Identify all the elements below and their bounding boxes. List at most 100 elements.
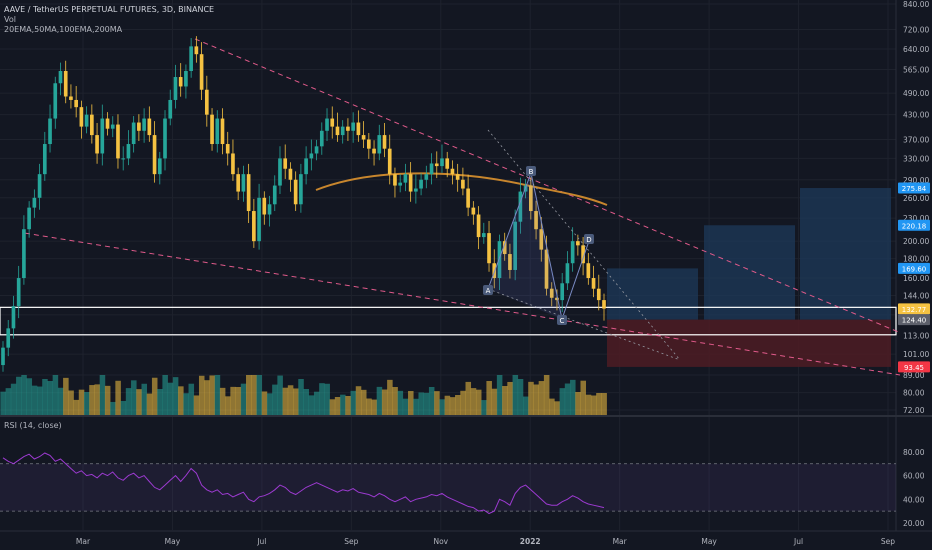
volume-bar bbox=[167, 382, 174, 415]
volume-bar bbox=[57, 387, 64, 415]
candle-body bbox=[299, 174, 303, 205]
price-tick-label: 490.00 bbox=[903, 89, 929, 98]
symbol-legend[interactable]: AAVE / TetherUS PERPETUAL FUTURES, 3D, B… bbox=[4, 4, 214, 15]
volume-bar bbox=[590, 395, 597, 415]
candle-body bbox=[440, 158, 444, 167]
price-axis[interactable]: 840.00 720.00 640.00 565.00 490.00 430.00 370.… bbox=[898, 0, 930, 528]
candle-body bbox=[225, 144, 230, 154]
candle-body bbox=[105, 118, 110, 129]
candle-body bbox=[487, 233, 491, 264]
candle-body bbox=[95, 135, 99, 154]
price-tag-label: 275.84 bbox=[902, 185, 927, 193]
volume-bar bbox=[340, 394, 346, 415]
price-tag-label: 169.60 bbox=[902, 265, 927, 273]
price-tick-label: 370.00 bbox=[903, 135, 929, 144]
candle-body bbox=[163, 118, 167, 159]
volume-bar bbox=[16, 376, 22, 415]
candle-body bbox=[53, 83, 58, 119]
candle-body bbox=[241, 174, 246, 192]
candle-body bbox=[199, 54, 204, 90]
candle-body bbox=[586, 263, 591, 279]
volume-bar bbox=[125, 388, 132, 415]
volume-bar bbox=[251, 375, 257, 415]
price-tick-label: 101.00 bbox=[903, 350, 929, 359]
candle-body bbox=[63, 71, 68, 97]
price-tick-label: 290.00 bbox=[903, 176, 929, 185]
pattern-point-label: D bbox=[586, 236, 591, 244]
volume-bar bbox=[282, 387, 289, 415]
rsi-band bbox=[0, 463, 896, 512]
volume-legend[interactable]: Vol bbox=[4, 14, 16, 25]
price-tick-label: 260.00 bbox=[903, 194, 929, 203]
price-tag-label: 124.40 bbox=[902, 317, 927, 325]
trend-lines bbox=[24, 38, 901, 376]
volume-bar bbox=[585, 394, 592, 415]
pattern-point-badge bbox=[526, 166, 536, 176]
price-tick-label: 565.00 bbox=[903, 66, 929, 75]
candle-body bbox=[11, 306, 16, 329]
candle-body bbox=[534, 211, 538, 230]
pattern-point-label: C bbox=[560, 317, 565, 325]
volume-bar bbox=[178, 386, 184, 415]
candle-body bbox=[356, 122, 361, 136]
volume-bar bbox=[172, 377, 179, 415]
price-tag-label: 220.18 bbox=[902, 222, 927, 230]
price-tag bbox=[898, 361, 930, 373]
candle-body bbox=[351, 122, 355, 131]
volume-bar bbox=[89, 385, 95, 415]
volume-bar bbox=[141, 383, 148, 415]
candle-body bbox=[393, 174, 397, 186]
candle-body bbox=[398, 182, 403, 186]
price-tick-label: 330.00 bbox=[903, 154, 929, 163]
volume-bar bbox=[110, 401, 116, 415]
ma-legend[interactable]: 20EMA,50MA,100EMA,200MA bbox=[4, 24, 122, 35]
candle-body bbox=[178, 77, 183, 87]
upper-trendline bbox=[194, 38, 901, 334]
volume-bar bbox=[460, 390, 466, 415]
volume-bar bbox=[68, 390, 74, 415]
volume-bar bbox=[397, 390, 404, 415]
time-tick-label: Jul bbox=[256, 537, 266, 546]
volume-bar bbox=[486, 381, 492, 415]
volume-bar bbox=[376, 386, 383, 415]
candle-body bbox=[116, 124, 120, 159]
candle-body bbox=[330, 118, 335, 127]
volume-bar bbox=[470, 388, 477, 415]
rsi-legend[interactable]: RSI (14, close) bbox=[4, 421, 62, 430]
candle-body bbox=[100, 118, 105, 154]
candle-body bbox=[476, 214, 481, 238]
price-tag bbox=[898, 262, 930, 274]
price-tag bbox=[898, 219, 930, 231]
price-tag-label: 93.45 bbox=[904, 364, 924, 372]
candle-body bbox=[126, 144, 131, 159]
volume-bar bbox=[538, 381, 545, 415]
volume-bar bbox=[73, 399, 80, 415]
candle-body bbox=[596, 288, 601, 301]
candle-body bbox=[69, 96, 73, 100]
volume-bar bbox=[559, 388, 566, 415]
time-axis[interactable]: Mar May Jul Sep Nov 2022 Mar May Jul Sep bbox=[76, 537, 895, 546]
pattern-legs bbox=[487, 171, 590, 321]
candle-body bbox=[555, 297, 559, 301]
candle-body bbox=[173, 77, 178, 100]
volume-bar bbox=[502, 386, 508, 415]
volume-bar bbox=[188, 383, 195, 415]
volume-bar bbox=[146, 393, 153, 415]
candle-body bbox=[262, 197, 267, 215]
time-tick-label: Mar bbox=[76, 537, 91, 546]
volume-bar bbox=[78, 389, 85, 415]
candle-body bbox=[434, 163, 439, 167]
candle-body bbox=[570, 241, 575, 264]
volume-bar bbox=[408, 391, 414, 415]
volume-bar bbox=[136, 389, 142, 415]
volume-bar bbox=[564, 383, 571, 415]
volume-bar bbox=[21, 375, 27, 415]
price-tick-label: 89.00 bbox=[903, 371, 925, 380]
candle-body bbox=[157, 158, 162, 175]
candle-body bbox=[288, 168, 293, 180]
candle-body bbox=[466, 188, 470, 208]
candle-body bbox=[272, 185, 277, 205]
volume-bar bbox=[246, 375, 252, 415]
candle-body bbox=[147, 118, 152, 136]
lower-trendline bbox=[24, 232, 901, 376]
